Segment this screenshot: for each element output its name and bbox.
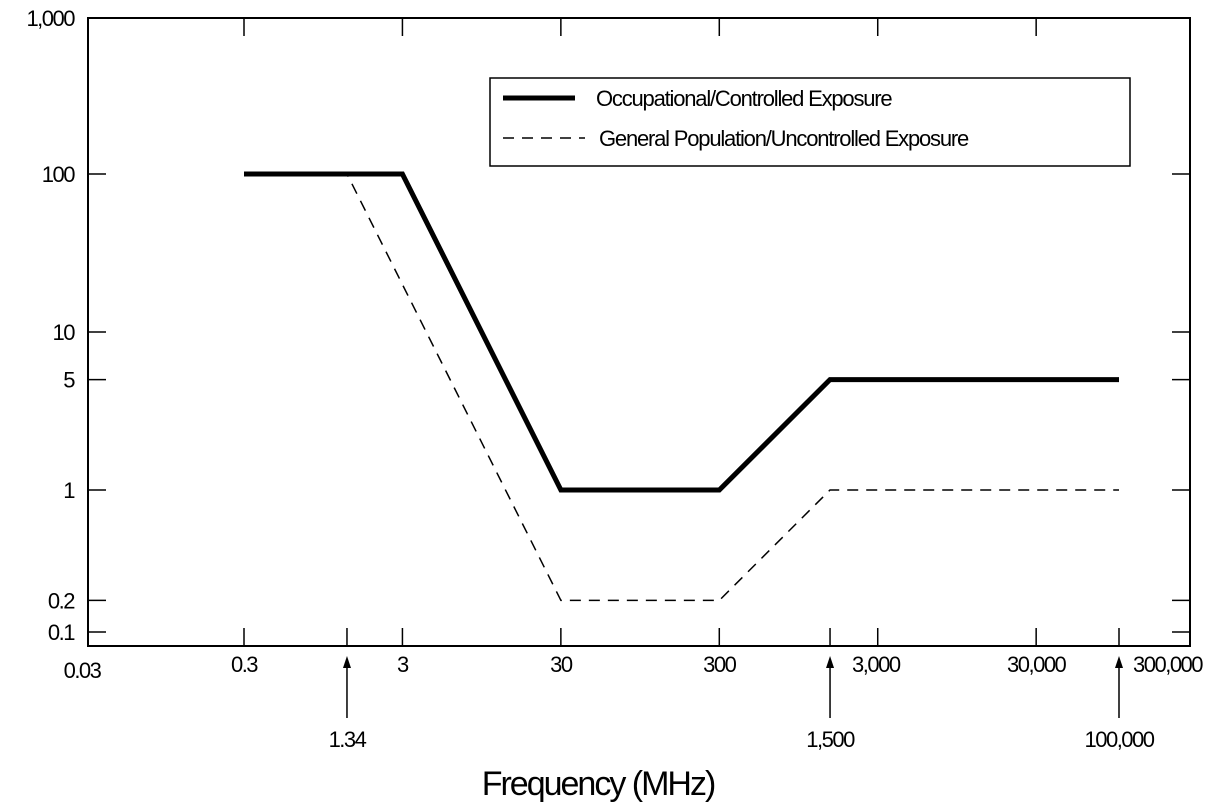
- x-tick-label: 3: [397, 652, 409, 677]
- y-axis: 0.1 0.2 1 5 10 100 1,000: [26, 6, 1190, 645]
- y-tick-label: 1: [63, 478, 75, 503]
- y-tick-label: 0.2: [48, 588, 75, 613]
- x-tick-label: 0.03: [64, 658, 102, 683]
- legend-box: [489, 77, 1131, 167]
- series-layer: [244, 171, 1119, 602]
- x-tick-label: 30,000: [1007, 652, 1067, 677]
- x-axis-title: Frequency (MHz): [482, 765, 715, 803]
- annotation-label: 1,500: [806, 727, 855, 752]
- x-tick-label: 3,000: [852, 652, 901, 677]
- x-tick-label: 0.3: [231, 652, 258, 677]
- y-tick-label: 1,000: [26, 6, 75, 31]
- x-tick-label: 300,000: [1133, 652, 1203, 677]
- annotation-arrow-head: [826, 656, 835, 668]
- x-annotations: 1.34 1,500 100,000: [329, 628, 1156, 752]
- y-tick-label: 0.1: [48, 620, 75, 645]
- annotation-arrow-head: [1115, 656, 1123, 668]
- x-tick-label: 30: [550, 652, 573, 677]
- series-line-general: [244, 173, 1119, 602]
- legend-label-general: General Population/Uncontrolled Exposure: [599, 126, 969, 151]
- x-tick-label: 300: [703, 652, 736, 677]
- x-axis: 0.03 0.3 3 30 300 3,000 30,000 300,000: [64, 18, 1205, 683]
- legend: Occupational/Controlled Exposure General…: [489, 77, 1131, 167]
- y-tick-label: 10: [53, 320, 76, 345]
- y-tick-label: 5: [63, 368, 75, 393]
- legend-label-occupational: Occupational/Controlled Exposure: [596, 86, 892, 111]
- annotation-label: 1.34: [329, 727, 367, 752]
- series-line-occupational: [244, 171, 1119, 493]
- annotation-label: 100,000: [1084, 727, 1154, 752]
- y-tick-label: 100: [42, 162, 75, 187]
- annotation-arrow-head: [342, 656, 351, 668]
